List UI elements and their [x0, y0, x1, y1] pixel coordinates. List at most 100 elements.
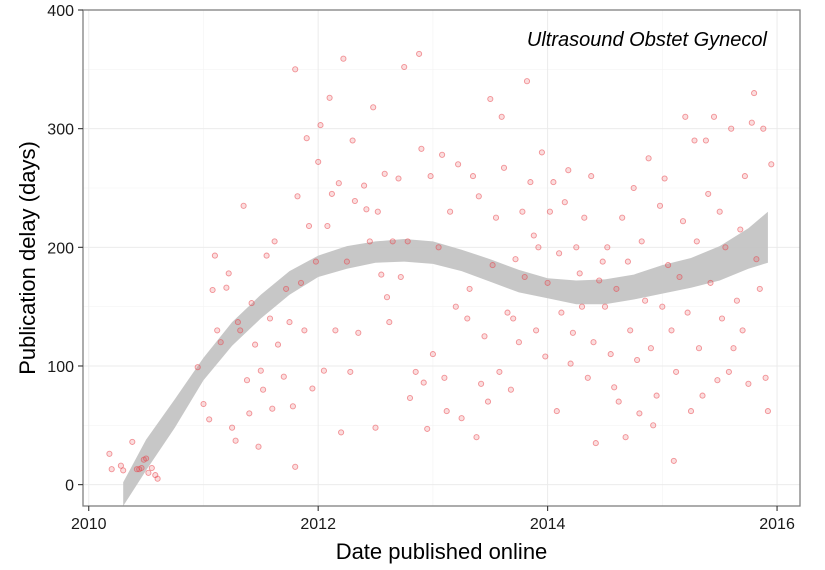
- data-point: [530, 232, 537, 239]
- data-point: [687, 408, 695, 415]
- data-point: [269, 405, 276, 412]
- data-point: [305, 222, 313, 230]
- y-axis-title: Publication delay (days): [15, 141, 40, 375]
- data-point: [500, 164, 508, 171]
- data-point: [642, 297, 649, 304]
- data-point: [320, 367, 327, 374]
- data-point: [659, 303, 666, 310]
- data-point: [535, 244, 542, 251]
- journal-annotation: Ultrasound Obstet Gynecol: [527, 29, 768, 51]
- data-point: [676, 273, 683, 281]
- data-point: [581, 214, 588, 221]
- data-point: [636, 410, 643, 417]
- data-point: [378, 271, 385, 278]
- data-point: [515, 339, 522, 346]
- data-point: [630, 184, 637, 192]
- data-point: [257, 367, 264, 374]
- data-point: [294, 193, 301, 200]
- data-point: [289, 403, 296, 410]
- data-point: [668, 327, 675, 334]
- data-point: [584, 374, 591, 381]
- data-point: [280, 373, 287, 380]
- data-point: [386, 319, 393, 326]
- data-point: [343, 258, 350, 265]
- data-point: [613, 285, 620, 292]
- data-point: [292, 463, 299, 470]
- data-point: [194, 364, 201, 371]
- data-point: [684, 309, 691, 316]
- data-point: [418, 145, 425, 152]
- data-point: [466, 285, 473, 292]
- data-point: [695, 345, 703, 352]
- axis-ticks: 0 100 200 300 400 2010 2012 2014 2016: [47, 3, 795, 533]
- data-point: [232, 437, 239, 444]
- data-point: [361, 182, 368, 189]
- data-point: [286, 319, 293, 326]
- data-point: [395, 175, 402, 182]
- data-point: [737, 226, 744, 233]
- data-point: [292, 66, 299, 73]
- data-point: [200, 400, 207, 408]
- data-point: [699, 392, 706, 399]
- data-point: [317, 122, 324, 129]
- data-point: [416, 50, 423, 57]
- data-point: [661, 175, 668, 182]
- data-point: [148, 464, 155, 472]
- data-point: [739, 327, 746, 334]
- data-point: [527, 179, 534, 186]
- x-axis-title: Date published online: [336, 539, 548, 564]
- data-point: [768, 161, 775, 168]
- data-point: [656, 202, 664, 209]
- data-point: [604, 244, 611, 251]
- data-point: [223, 284, 230, 291]
- data-point: [751, 90, 758, 97]
- data-point: [303, 135, 310, 142]
- data-point: [670, 457, 677, 464]
- data-point: [682, 113, 689, 120]
- data-point: [741, 173, 748, 180]
- data-point: [260, 386, 267, 393]
- data-points: [106, 50, 775, 482]
- data-point: [504, 309, 511, 316]
- data-point: [349, 137, 356, 144]
- data-point: [263, 252, 270, 259]
- data-point: [464, 315, 471, 322]
- data-point: [439, 151, 446, 158]
- data-point: [340, 55, 347, 62]
- data-point: [596, 277, 603, 284]
- data-point: [647, 345, 654, 352]
- data-point: [355, 329, 362, 336]
- data-point: [538, 149, 545, 156]
- data-point: [592, 440, 599, 447]
- data-point: [481, 333, 488, 340]
- data-point: [120, 467, 127, 474]
- data-point: [638, 238, 645, 245]
- data-point: [489, 262, 496, 269]
- data-point: [702, 137, 709, 144]
- data-point: [565, 167, 572, 174]
- data-point: [556, 250, 563, 257]
- data-point: [214, 327, 221, 334]
- data-point: [420, 379, 427, 386]
- data-point: [718, 315, 726, 322]
- data-point: [237, 327, 244, 334]
- data-point: [211, 252, 218, 259]
- data-point: [484, 398, 492, 405]
- data-point: [523, 78, 531, 85]
- data-point: [366, 238, 373, 245]
- data-point: [246, 410, 253, 417]
- data-point: [145, 469, 152, 476]
- data-point: [716, 208, 723, 215]
- data-point: [404, 238, 411, 245]
- data-point: [255, 443, 262, 450]
- data-point: [374, 208, 381, 215]
- data-point: [217, 339, 224, 346]
- data-point: [492, 214, 500, 221]
- data-point: [129, 438, 136, 445]
- data-point: [544, 279, 551, 286]
- x-tick-label: 2012: [300, 516, 336, 533]
- data-point: [363, 206, 370, 213]
- data-point: [234, 319, 241, 326]
- data-point: [297, 279, 305, 286]
